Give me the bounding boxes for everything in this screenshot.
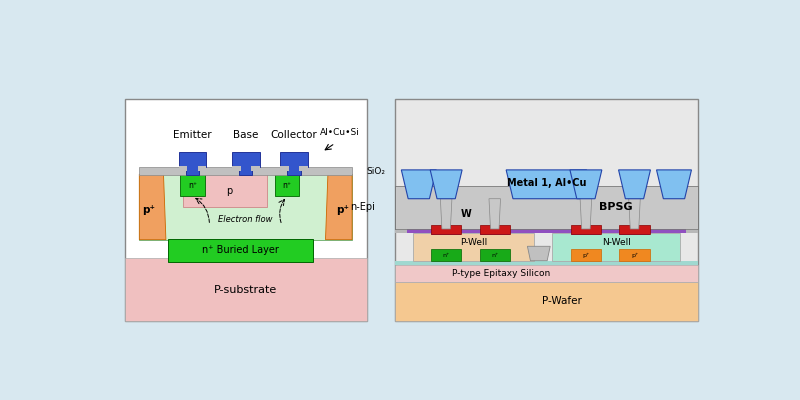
Bar [181, 174, 205, 196]
Text: Collector: Collector [270, 130, 318, 140]
Bar [251, 166, 260, 171]
Polygon shape [139, 174, 166, 240]
Bar [406, 229, 686, 233]
Text: SiO₂: SiO₂ [366, 167, 386, 176]
Bar [394, 261, 698, 265]
Polygon shape [618, 170, 650, 199]
Bar [619, 225, 650, 234]
Text: n⁺: n⁺ [188, 181, 197, 190]
Text: p⁺: p⁺ [336, 205, 349, 215]
Bar [619, 230, 650, 235]
Bar [431, 225, 462, 234]
Polygon shape [430, 170, 462, 199]
Bar [274, 174, 299, 196]
Bar [570, 225, 601, 234]
Bar [570, 230, 601, 235]
Polygon shape [168, 238, 314, 262]
Bar [394, 282, 698, 320]
Polygon shape [506, 170, 586, 199]
Polygon shape [489, 199, 501, 229]
Text: P-substrate: P-substrate [214, 284, 278, 294]
Text: Electron flow: Electron flow [218, 215, 273, 224]
Bar [394, 230, 698, 233]
Polygon shape [553, 233, 680, 261]
Text: Al•Cu•Si: Al•Cu•Si [319, 128, 359, 136]
Polygon shape [402, 170, 436, 199]
Bar [299, 166, 308, 171]
Text: p⁺: p⁺ [142, 205, 155, 215]
Polygon shape [326, 174, 352, 240]
Text: P-type Epitaxy Silicon: P-type Epitaxy Silicon [452, 269, 550, 278]
Text: n⁺: n⁺ [282, 181, 291, 190]
Bar [431, 248, 462, 261]
Text: P-Wafer: P-Wafer [542, 296, 582, 306]
Text: n⁺: n⁺ [442, 253, 450, 258]
Polygon shape [280, 152, 308, 175]
Text: N-Well: N-Well [602, 238, 630, 247]
Text: p: p [226, 186, 233, 196]
Bar [232, 166, 241, 171]
Polygon shape [629, 199, 640, 229]
Bar [394, 99, 698, 320]
Polygon shape [527, 246, 550, 261]
Bar [125, 258, 366, 320]
Bar [139, 174, 352, 240]
Bar [198, 166, 206, 171]
Bar [280, 166, 289, 171]
Text: W: W [461, 209, 471, 219]
Text: Base: Base [233, 130, 258, 140]
Polygon shape [232, 152, 260, 175]
Text: Emitter: Emitter [173, 130, 212, 140]
Text: BPSG: BPSG [599, 202, 633, 212]
Text: p⁺: p⁺ [631, 253, 638, 258]
Bar [139, 167, 352, 175]
Bar [479, 230, 510, 235]
Polygon shape [570, 170, 602, 199]
Text: n⁺ Buried Layer: n⁺ Buried Layer [202, 245, 279, 255]
Polygon shape [580, 199, 592, 229]
Bar [183, 174, 267, 208]
Text: P-Well: P-Well [460, 238, 487, 247]
Bar [178, 166, 187, 171]
Text: n-Epi: n-Epi [350, 202, 374, 212]
Text: n⁺: n⁺ [491, 253, 498, 258]
Polygon shape [413, 233, 534, 261]
Polygon shape [178, 152, 206, 175]
Polygon shape [440, 199, 452, 229]
Text: Metal 1, Al•Cu: Metal 1, Al•Cu [506, 178, 586, 188]
Bar [125, 99, 366, 320]
Text: p⁺: p⁺ [582, 253, 590, 258]
Polygon shape [657, 170, 691, 199]
Bar [570, 248, 601, 261]
Bar [431, 230, 462, 235]
Bar [479, 248, 510, 261]
Bar [394, 265, 698, 282]
Bar [619, 248, 650, 261]
Bar [394, 186, 698, 229]
Bar [479, 225, 510, 234]
